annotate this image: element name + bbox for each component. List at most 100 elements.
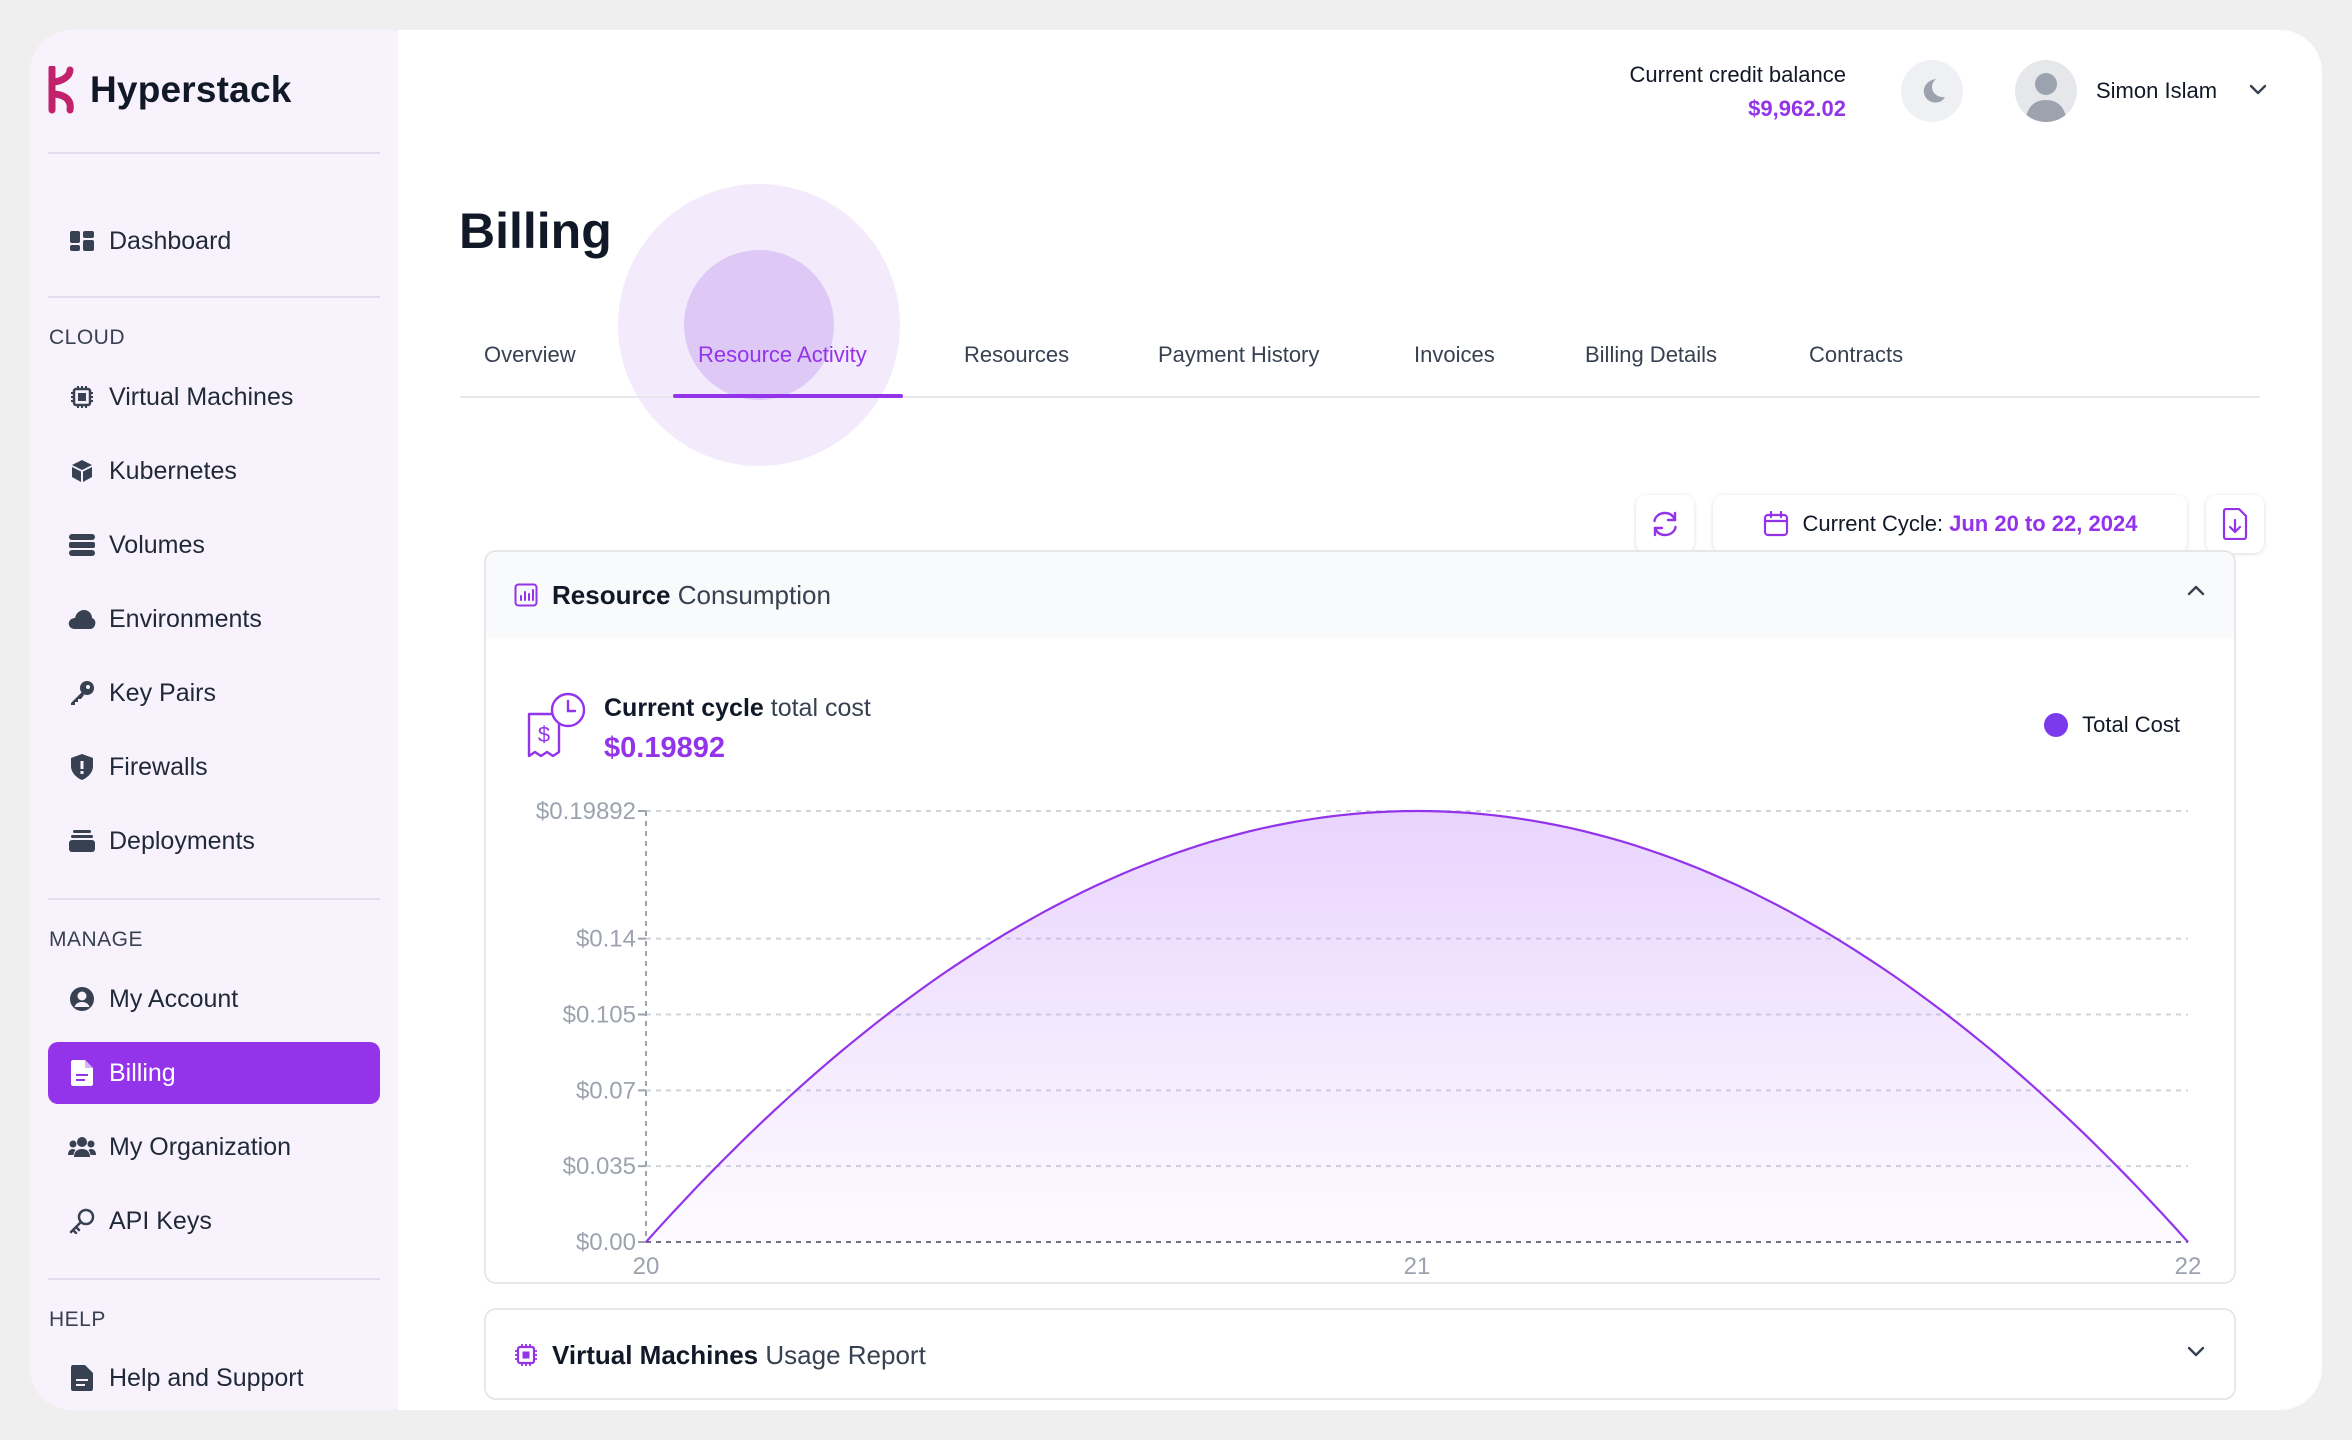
panel-header[interactable]: Virtual Machines Usage Report [486, 1310, 2234, 1398]
total-cost-series-line [645, 809, 2189, 1243]
document-icon [68, 1059, 96, 1087]
tab-resource-activity[interactable]: Resource Activity [698, 342, 867, 367]
sidebar-item-label: Environments [109, 604, 262, 633]
brand-name: Hyperstack [90, 69, 292, 110]
sidebar-item-deployments[interactable]: Deployments [48, 810, 380, 872]
refresh-button[interactable] [1636, 495, 1694, 553]
avatar[interactable] [2015, 60, 2077, 122]
shield-icon [68, 753, 96, 781]
cost-label-bold: Current cycle [604, 694, 764, 722]
chip-icon [68, 383, 96, 411]
page-title: Billing [459, 203, 612, 259]
sidebar-item-virtual-machines[interactable]: Virtual Machines [48, 366, 380, 428]
y-tick-label: $0.105 [563, 1001, 636, 1028]
theme-toggle-button[interactable] [1901, 60, 1963, 122]
credit-balance: Current credit balance $9,962.02 [1630, 62, 1846, 122]
sidebar: Hyperstack Dashboard CLOUD Virtual Machi… [30, 30, 398, 1410]
download-button[interactable] [2206, 495, 2264, 553]
chip-icon [515, 1344, 537, 1366]
chevron-down-icon[interactable] [2248, 82, 2268, 101]
tab-invoices[interactable]: Invoices [1414, 342, 1495, 367]
sidebar-item-volumes[interactable]: Volumes [48, 514, 380, 576]
sidebar-item-key-pairs[interactable]: Key Pairs [48, 662, 380, 724]
billing-cycle-picker[interactable]: Current Cycle: Jun 20 to 22, 2024 [1713, 495, 2187, 553]
billing-tabs: Overview Resource Activity Resources Pay… [460, 296, 2260, 398]
user-name[interactable]: Simon Islam [2096, 78, 2218, 103]
cube-icon [68, 457, 96, 485]
sidebar-item-label: Volumes [109, 530, 205, 559]
tab-resources[interactable]: Resources [964, 342, 1070, 367]
cost-label-rest: total cost [770, 694, 871, 722]
stack-icon [68, 827, 96, 855]
sidebar-item-label: API Keys [109, 1206, 212, 1235]
sidebar-divider [48, 1278, 380, 1280]
panel-title-rest: Usage Report [765, 1339, 926, 1370]
sidebar-item-label: Key Pairs [109, 678, 216, 707]
sidebar-item-label: Help and Support [109, 1363, 304, 1392]
sidebar-item-my-organization[interactable]: My Organization [48, 1116, 380, 1178]
svg-text:$: $ [538, 722, 550, 747]
tab-overview[interactable]: Overview [484, 342, 576, 367]
tab-contracts[interactable]: Contracts [1809, 342, 1904, 367]
credit-balance-value: $9,962.02 [1748, 96, 1846, 121]
sidebar-item-billing[interactable]: Billing [48, 1042, 380, 1104]
panel-header[interactable]: Resource Consumption [486, 552, 2234, 638]
x-tick-label: 22 [2175, 1253, 2202, 1280]
chevron-down-icon[interactable] [2184, 1344, 2208, 1365]
x-tick-label: 21 [1404, 1253, 1431, 1280]
key-icon [68, 679, 96, 707]
panel-title-rest: Consumption [677, 579, 831, 610]
database-icon [68, 531, 96, 559]
sidebar-item-kubernetes[interactable]: Kubernetes [48, 440, 380, 502]
panel-title-bold: Resource [552, 579, 671, 610]
panel-title: Virtual Machines Usage Report [552, 1340, 926, 1371]
active-tab-indicator [673, 394, 903, 398]
tab-payment-history[interactable]: Payment History [1158, 342, 1320, 367]
chart-legend[interactable]: Total Cost [2044, 712, 2180, 738]
sidebar-item-api-keys[interactable]: API Keys [48, 1190, 380, 1252]
y-tick-label: $0.19892 [536, 798, 636, 825]
sidebar-item-label: Kubernetes [109, 456, 237, 485]
help-document-icon [68, 1364, 96, 1392]
legend-label: Total Cost [2082, 712, 2180, 737]
cycle-value: Jun 20 to 22, 2024 [1949, 511, 2138, 536]
sidebar-divider [48, 152, 380, 154]
sidebar-item-help-and-support[interactable]: Help and Support [48, 1347, 380, 1409]
sidebar-item-label: Billing [109, 1058, 176, 1087]
brand-logo[interactable]: Hyperstack [46, 66, 292, 114]
tab-billing-details[interactable]: Billing Details [1585, 342, 1718, 367]
panel-title-bold: Virtual Machines [552, 1339, 759, 1370]
sidebar-item-my-account[interactable]: My Account [48, 968, 380, 1030]
sidebar-item-label: Dashboard [109, 226, 232, 255]
users-icon [68, 1133, 96, 1161]
sidebar-divider [48, 898, 380, 900]
section-label-cloud: CLOUD [49, 326, 126, 349]
api-key-icon [68, 1207, 96, 1235]
y-tick-label: $0.07 [576, 1077, 636, 1104]
sidebar-item-label: My Organization [109, 1132, 292, 1161]
panel-title: Resource Consumption [552, 580, 831, 611]
refresh-icon [1653, 511, 1677, 537]
sidebar-item-firewalls[interactable]: Firewalls [48, 736, 380, 798]
cost-area-chart: $0.00 $0.035 $0.07 $0.105 $0.14 $0.19892 20 21 2… [536, 798, 2202, 1280]
sidebar-item-label: Deployments [109, 826, 255, 855]
y-tick-label: $0.00 [576, 1229, 636, 1256]
sidebar-item-dashboard[interactable]: Dashboard [48, 210, 380, 272]
hyperstack-logo-icon [48, 66, 74, 114]
cycle-label: Current Cycle: [1802, 511, 1944, 536]
calendar-icon [1763, 511, 1788, 537]
sidebar-divider [48, 296, 380, 298]
moon-icon [1923, 79, 1945, 103]
sidebar-item-label: My Account [109, 984, 239, 1013]
legend-dot [2044, 713, 2069, 737]
vm-usage-panel: Virtual Machines Usage Report [484, 1308, 2236, 1400]
sidebar-item-label: Virtual Machines [109, 382, 294, 411]
x-tick-label: 20 [633, 1253, 660, 1280]
tab-click-ripple-core [684, 250, 834, 400]
file-download-icon [2222, 508, 2248, 540]
total-cost-value: $0.19892 [604, 732, 725, 764]
total-cost-area-fill [646, 811, 2188, 1242]
chevron-up-icon[interactable] [2184, 582, 2208, 603]
user-avatar-icon [2025, 73, 2067, 122]
sidebar-item-environments[interactable]: Environments [48, 588, 380, 650]
